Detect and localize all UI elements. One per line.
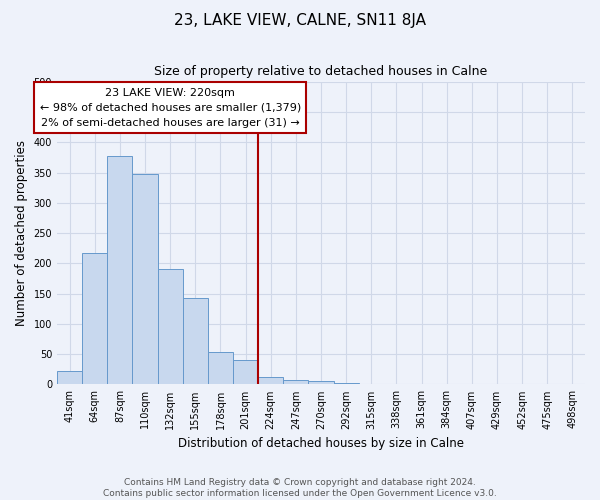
Bar — [57, 371, 82, 384]
Bar — [308, 382, 334, 384]
Bar — [82, 253, 107, 384]
Bar — [107, 156, 133, 384]
Bar — [283, 380, 308, 384]
Text: 23 LAKE VIEW: 220sqm
← 98% of detached houses are smaller (1,379)
2% of semi-det: 23 LAKE VIEW: 220sqm ← 98% of detached h… — [40, 88, 301, 128]
Bar — [258, 376, 283, 384]
Y-axis label: Number of detached properties: Number of detached properties — [15, 140, 28, 326]
Text: 23, LAKE VIEW, CALNE, SN11 8JA: 23, LAKE VIEW, CALNE, SN11 8JA — [174, 12, 426, 28]
Bar — [158, 270, 183, 384]
Bar — [133, 174, 158, 384]
Bar — [208, 352, 233, 384]
Title: Size of property relative to detached houses in Calne: Size of property relative to detached ho… — [154, 65, 488, 78]
Bar — [334, 383, 359, 384]
Bar — [233, 360, 258, 384]
Text: Contains HM Land Registry data © Crown copyright and database right 2024.
Contai: Contains HM Land Registry data © Crown c… — [103, 478, 497, 498]
X-axis label: Distribution of detached houses by size in Calne: Distribution of detached houses by size … — [178, 437, 464, 450]
Bar — [183, 298, 208, 384]
